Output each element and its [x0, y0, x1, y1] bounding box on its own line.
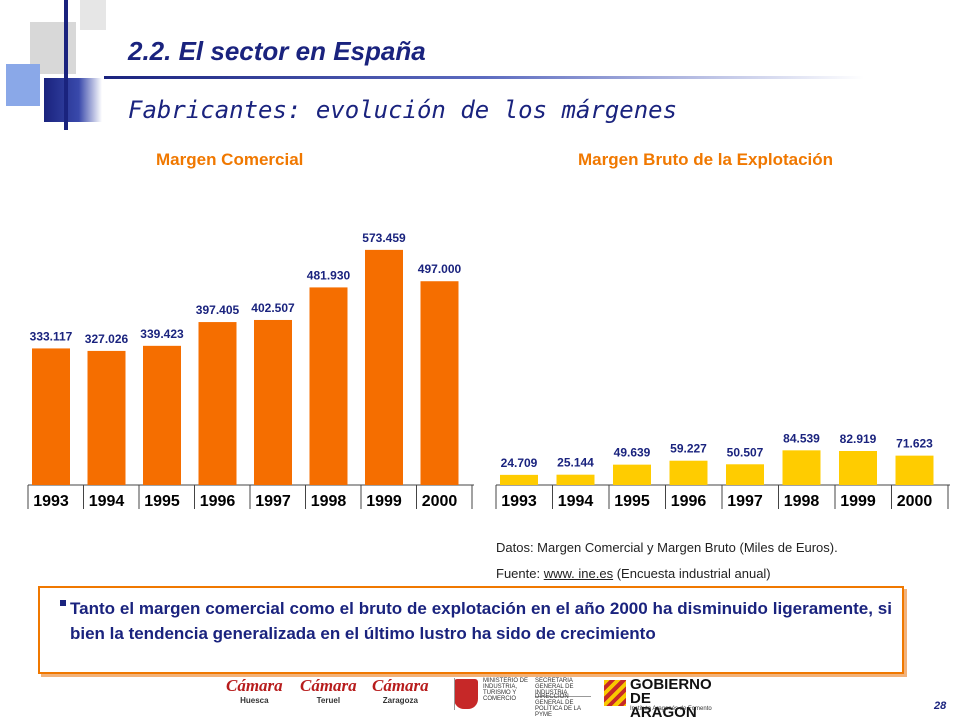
x-tick-label: 2000	[897, 493, 933, 510]
spain-crest-icon	[454, 679, 478, 709]
x-tick-label: 1996	[200, 493, 236, 510]
bar-value-label: 50.507	[727, 445, 764, 459]
gobierno-aragon-logo: GOBIERNO DE ARAGON	[630, 676, 712, 720]
chart-title-margen-bruto: Margen Bruto de la Explotación	[578, 150, 834, 169]
chart-margen-bruto: 24.709 1993 25.144 1994 49.639 1995 59.227 1996…	[495, 431, 950, 510]
x-tick-label: 1999	[840, 493, 876, 510]
bar-value-label: 333.117	[30, 329, 73, 343]
x-tick-label: 1995	[144, 493, 180, 510]
bar	[613, 464, 651, 485]
bar-value-label: 25.144	[557, 456, 594, 470]
aragon-flag-icon	[604, 680, 626, 706]
source-prefix: Fuente:	[496, 566, 541, 581]
camara-teruel-logo: Cámara Teruel	[300, 676, 357, 716]
decor-square	[6, 64, 40, 106]
source-suffix: (Encuesta industrial anual)	[616, 566, 771, 581]
camara-logo-city: Zaragoza	[382, 696, 418, 705]
bar-value-label: 497.000	[418, 262, 462, 276]
bar-value-label: 71.623	[896, 437, 933, 451]
camara-logo-text: Cámara	[300, 676, 357, 695]
bar-value-label: 339.423	[140, 327, 184, 341]
bar	[198, 322, 237, 485]
x-tick-label: 1997	[255, 493, 291, 510]
secretaria-text: SECRETARIA GENERAL DE INDUSTRIA	[535, 678, 591, 697]
bar-value-label: 24.709	[501, 456, 538, 470]
ministry-text: MINISTERIO DE INDUSTRIA, TURISMO Y COMER…	[483, 678, 529, 702]
direccion-text: DIRECCIÓN GENERAL DE POLÍTICA DE LA PYME	[535, 694, 581, 718]
bar	[254, 319, 292, 485]
bar	[556, 474, 595, 485]
bar	[669, 460, 708, 485]
bar	[839, 451, 877, 485]
bar-value-label: 84.539	[783, 431, 820, 445]
data-note: Datos: Margen Comercial y Margen Bruto (…	[496, 540, 838, 555]
camara-logo-city: Huesca	[240, 696, 269, 705]
page-title: 2.2. El sector en España	[128, 36, 426, 66]
camara-logo-text: Cámara	[226, 676, 283, 695]
x-tick-label: 1997	[727, 493, 763, 510]
bar	[782, 450, 821, 485]
summary-box: Tanto el margen comercial como el bruto …	[38, 586, 904, 674]
bar-value-label: 397.405	[196, 303, 240, 317]
bar	[895, 455, 934, 485]
page-number: 28	[934, 700, 947, 712]
bar	[365, 249, 403, 485]
x-tick-label: 1998	[784, 493, 820, 510]
x-tick-label: 1999	[366, 493, 402, 510]
ministry-logo: MINISTERIO DE INDUSTRIA, TURISMO Y COMER…	[454, 678, 591, 718]
bar-value-label: 481.930	[307, 268, 351, 282]
decor-square	[80, 0, 106, 30]
chart-title-margen-comercial: Margen Comercial	[156, 150, 304, 169]
x-tick-label: 1994	[89, 493, 125, 510]
bullet-icon	[60, 600, 66, 606]
bar-value-label: 59.227	[670, 442, 707, 456]
summary-text: Tanto el margen comercial como el bruto …	[70, 599, 892, 643]
bar-value-label: 573.459	[362, 231, 406, 245]
camara-huesca-logo: Cámara Huesca	[226, 676, 283, 716]
x-tick-label: 1994	[558, 493, 594, 510]
bar-value-label: 327.026	[85, 332, 129, 346]
bar	[87, 350, 126, 485]
instituto-text: Instituto Aragonés de Fomento	[630, 706, 712, 712]
bar	[500, 474, 538, 485]
bar-value-label: 82.919	[840, 432, 877, 446]
bar	[420, 281, 459, 485]
page-subtitle: Fabricantes: evolución de los márgenes	[128, 96, 678, 124]
x-tick-label: 1993	[33, 493, 69, 510]
camara-zaragoza-logo: Cámara Zaragoza	[372, 676, 429, 716]
x-tick-label: 1998	[311, 493, 347, 510]
bar	[143, 345, 181, 485]
x-tick-label: 1995	[614, 493, 650, 510]
x-tick-label: 1996	[671, 493, 707, 510]
source-note: Fuente: www. ine.es (Encuesta industrial…	[496, 566, 771, 581]
bar	[726, 464, 764, 485]
x-tick-label: 2000	[422, 493, 458, 510]
camara-logo-text: Cámara	[372, 676, 429, 695]
x-tick-label: 1993	[501, 493, 537, 510]
bar-value-label: 402.507	[251, 301, 295, 315]
decor-line	[64, 0, 68, 130]
bar	[32, 348, 70, 485]
source-link[interactable]: www. ine.es	[543, 566, 614, 581]
bar-value-label: 49.639	[614, 446, 651, 460]
decor-square	[44, 78, 102, 122]
header-underline	[104, 76, 864, 79]
camara-logo-city: Teruel	[316, 696, 341, 705]
chart-margen-comercial: 333.117 1993 327.026 1994 339.423 1995 397.405…	[27, 231, 474, 510]
bar	[309, 287, 348, 485]
